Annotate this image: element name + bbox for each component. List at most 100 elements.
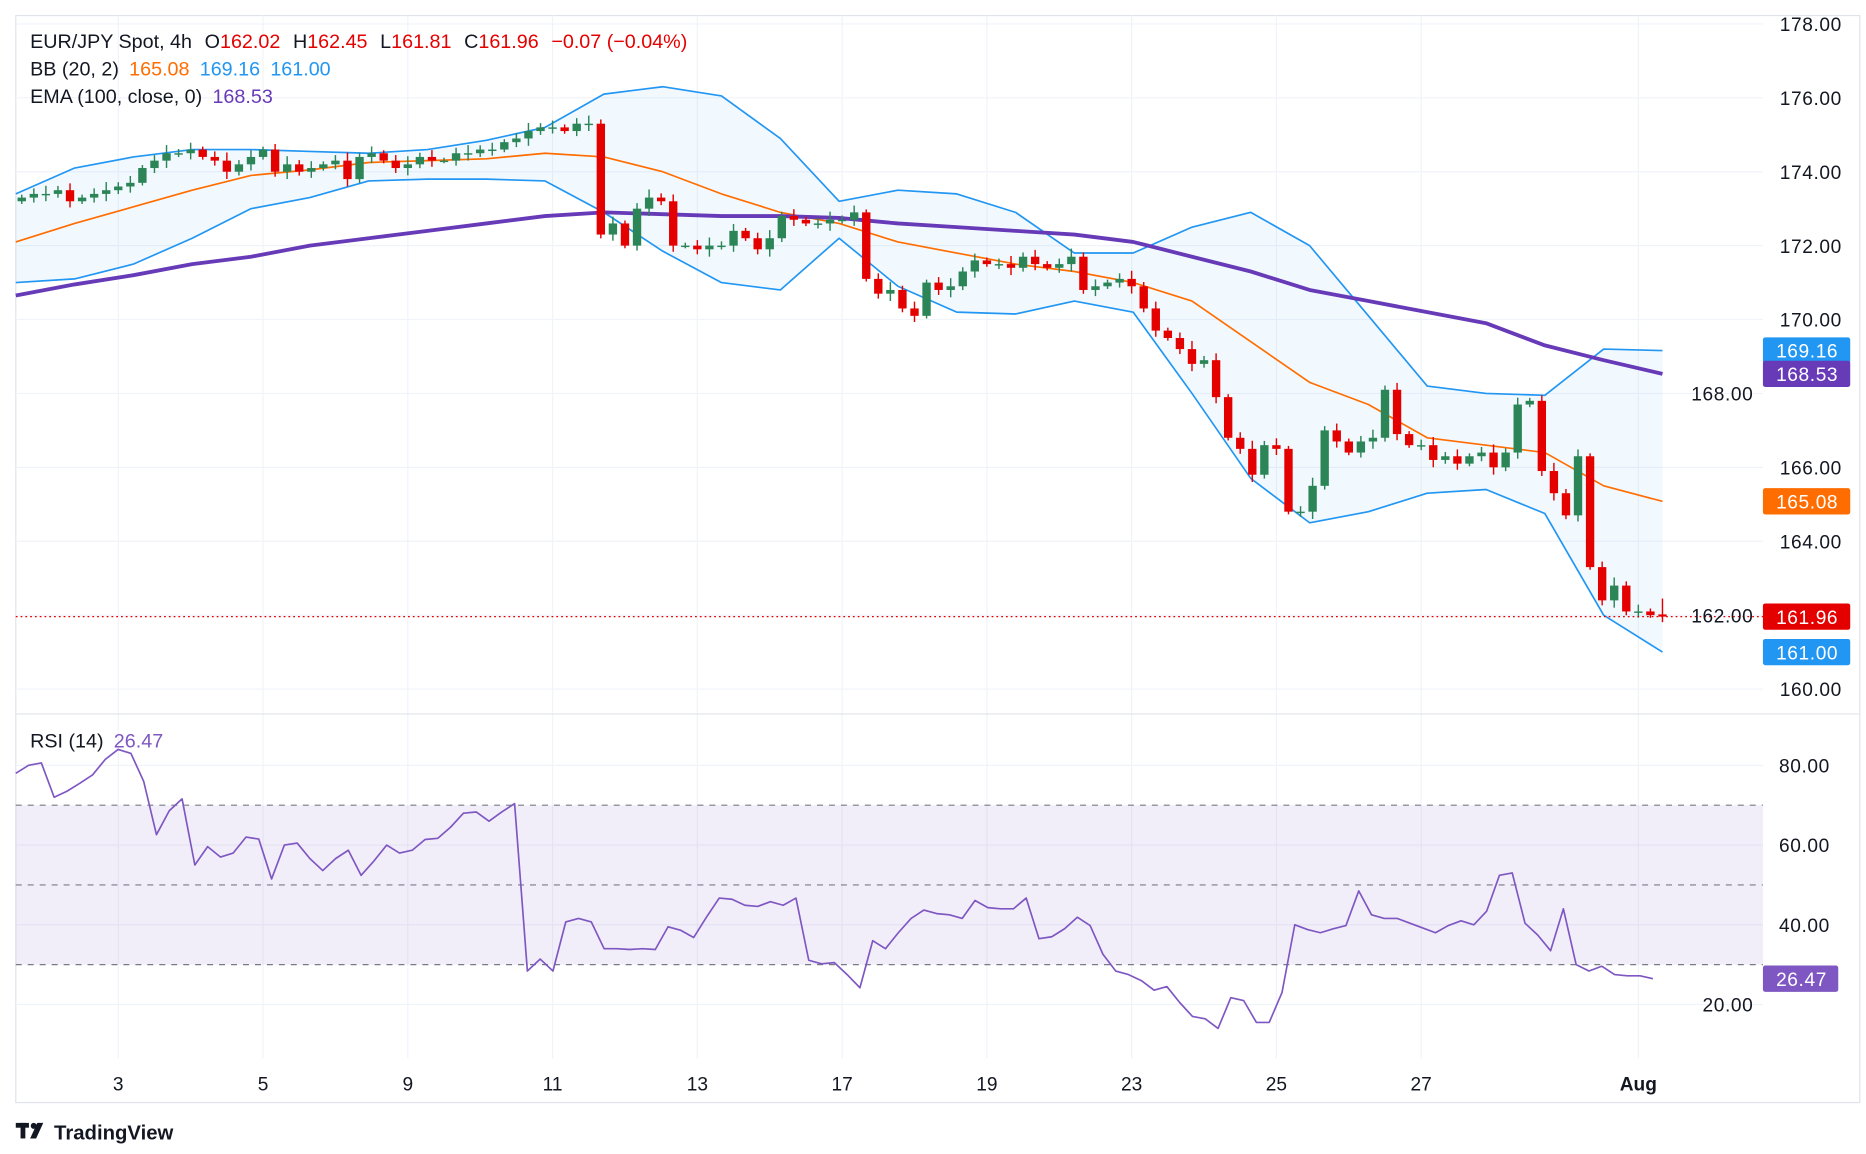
candle-body xyxy=(620,223,630,246)
time-tick-label: 13 xyxy=(687,1075,708,1096)
price-axis[interactable]: 160.00 162.00 164.00 166.00 168.00 170.00 172.… xyxy=(1691,15,1842,701)
legend-main: EUR/JPY Spot, 4h O162.02 H162.45 L161.81… xyxy=(30,31,687,53)
candle-body xyxy=(1380,389,1390,438)
candle xyxy=(1332,423,1341,448)
candle xyxy=(898,285,907,313)
candle-body xyxy=(1284,448,1293,512)
ema-value: 168.53 xyxy=(212,86,272,108)
candle-body xyxy=(258,149,268,157)
price-tick-label: 162.00 xyxy=(1691,606,1753,627)
candle xyxy=(1429,437,1438,468)
candle-body xyxy=(1139,286,1148,309)
badge-last-price: 161.96 xyxy=(1762,603,1851,630)
candle xyxy=(632,203,642,251)
candle-body xyxy=(1320,430,1329,486)
candle-body xyxy=(403,164,412,169)
candle-body xyxy=(849,212,859,220)
candle xyxy=(1441,452,1450,464)
candle xyxy=(946,278,955,298)
time-tick-label: 25 xyxy=(1266,1075,1287,1096)
candle-body xyxy=(150,160,159,169)
symbol-title[interactable]: EUR/JPY Spot, 4h xyxy=(30,31,192,53)
candle-body xyxy=(1006,264,1016,268)
candle-body xyxy=(862,212,871,279)
candle-body xyxy=(41,193,51,196)
candle xyxy=(258,146,268,160)
candle-body xyxy=(705,245,714,250)
candle xyxy=(379,150,388,164)
rsi-label: RSI (14) xyxy=(30,730,103,752)
legend-rsi[interactable]: RSI (14) 26.47 xyxy=(30,730,163,752)
close-value: 161.96 xyxy=(478,31,538,53)
candle xyxy=(307,161,316,178)
candle-body xyxy=(512,138,521,143)
candle xyxy=(1585,453,1595,570)
candle xyxy=(1211,353,1221,404)
candle xyxy=(1380,385,1390,442)
bb-upper-line xyxy=(15,85,1663,397)
candle xyxy=(922,279,931,319)
candle xyxy=(1236,432,1245,454)
ema-line xyxy=(15,210,1663,376)
candle-body xyxy=(451,153,461,161)
legend-bb[interactable]: BB (20, 2) 165.08 169.16 161.00 xyxy=(30,58,331,80)
candle-body xyxy=(488,149,497,151)
rsi-value: 26.47 xyxy=(114,730,163,752)
candle xyxy=(391,155,400,174)
candle xyxy=(1272,438,1281,456)
candle xyxy=(1356,435,1366,458)
bb-label: BB (20, 2) xyxy=(30,58,119,80)
rsi-axis[interactable]: 20.00 40.00 60.00 80.00 xyxy=(1702,757,1829,1017)
tradingview-logo[interactable]: TradingView xyxy=(15,1123,174,1145)
price-tick-label: 172.00 xyxy=(1780,237,1842,258)
candle-body xyxy=(270,149,280,172)
candle-body xyxy=(500,142,509,150)
candle xyxy=(729,224,738,252)
candle-body xyxy=(898,289,907,309)
candle xyxy=(886,281,895,301)
candle-body xyxy=(379,153,388,161)
candle-body xyxy=(463,153,473,155)
candle-body xyxy=(1332,430,1341,442)
candle xyxy=(77,194,87,204)
time-tick-label: 19 xyxy=(976,1075,997,1096)
time-tick-label: 27 xyxy=(1411,1075,1432,1096)
candle xyxy=(1127,270,1136,294)
candle xyxy=(102,182,111,202)
time-axis[interactable]: 3 5 9 11 13 17 19 23 25 27 Aug xyxy=(113,1075,1657,1096)
price-tick-label: 166.00 xyxy=(1780,459,1842,480)
open-value: 162.02 xyxy=(220,31,280,53)
candle xyxy=(910,301,919,322)
candle-body xyxy=(53,190,63,194)
bb-fill-area xyxy=(15,86,1663,653)
candle xyxy=(415,152,425,169)
candle-body xyxy=(138,168,147,183)
candle-body xyxy=(1163,330,1173,339)
candle xyxy=(1175,332,1185,355)
bb-upper-value: 169.16 xyxy=(200,58,260,80)
candle-body xyxy=(1489,452,1498,468)
candle xyxy=(331,155,340,170)
candle xyxy=(584,115,593,132)
candle-body xyxy=(777,216,786,239)
candle-body xyxy=(958,271,967,287)
candle-body xyxy=(1392,389,1402,435)
legend-ema[interactable]: EMA (100, close, 0) 168.53 xyxy=(30,86,273,108)
candle-body xyxy=(1634,611,1643,613)
candle-body xyxy=(813,223,823,225)
time-tick-label: 5 xyxy=(258,1075,269,1096)
candle-body xyxy=(1043,264,1052,268)
candle xyxy=(1043,261,1052,271)
candle xyxy=(669,194,678,252)
time-tick-label: 11 xyxy=(543,1075,563,1096)
candle xyxy=(1018,252,1028,272)
candle xyxy=(343,152,352,187)
candle xyxy=(488,142,497,156)
candle xyxy=(1223,394,1233,441)
candle xyxy=(114,182,123,195)
candle-body xyxy=(765,238,774,250)
badge-bb-upper-text: 169.16 xyxy=(1776,342,1838,363)
candle xyxy=(1030,249,1040,271)
candle-body xyxy=(825,219,835,224)
